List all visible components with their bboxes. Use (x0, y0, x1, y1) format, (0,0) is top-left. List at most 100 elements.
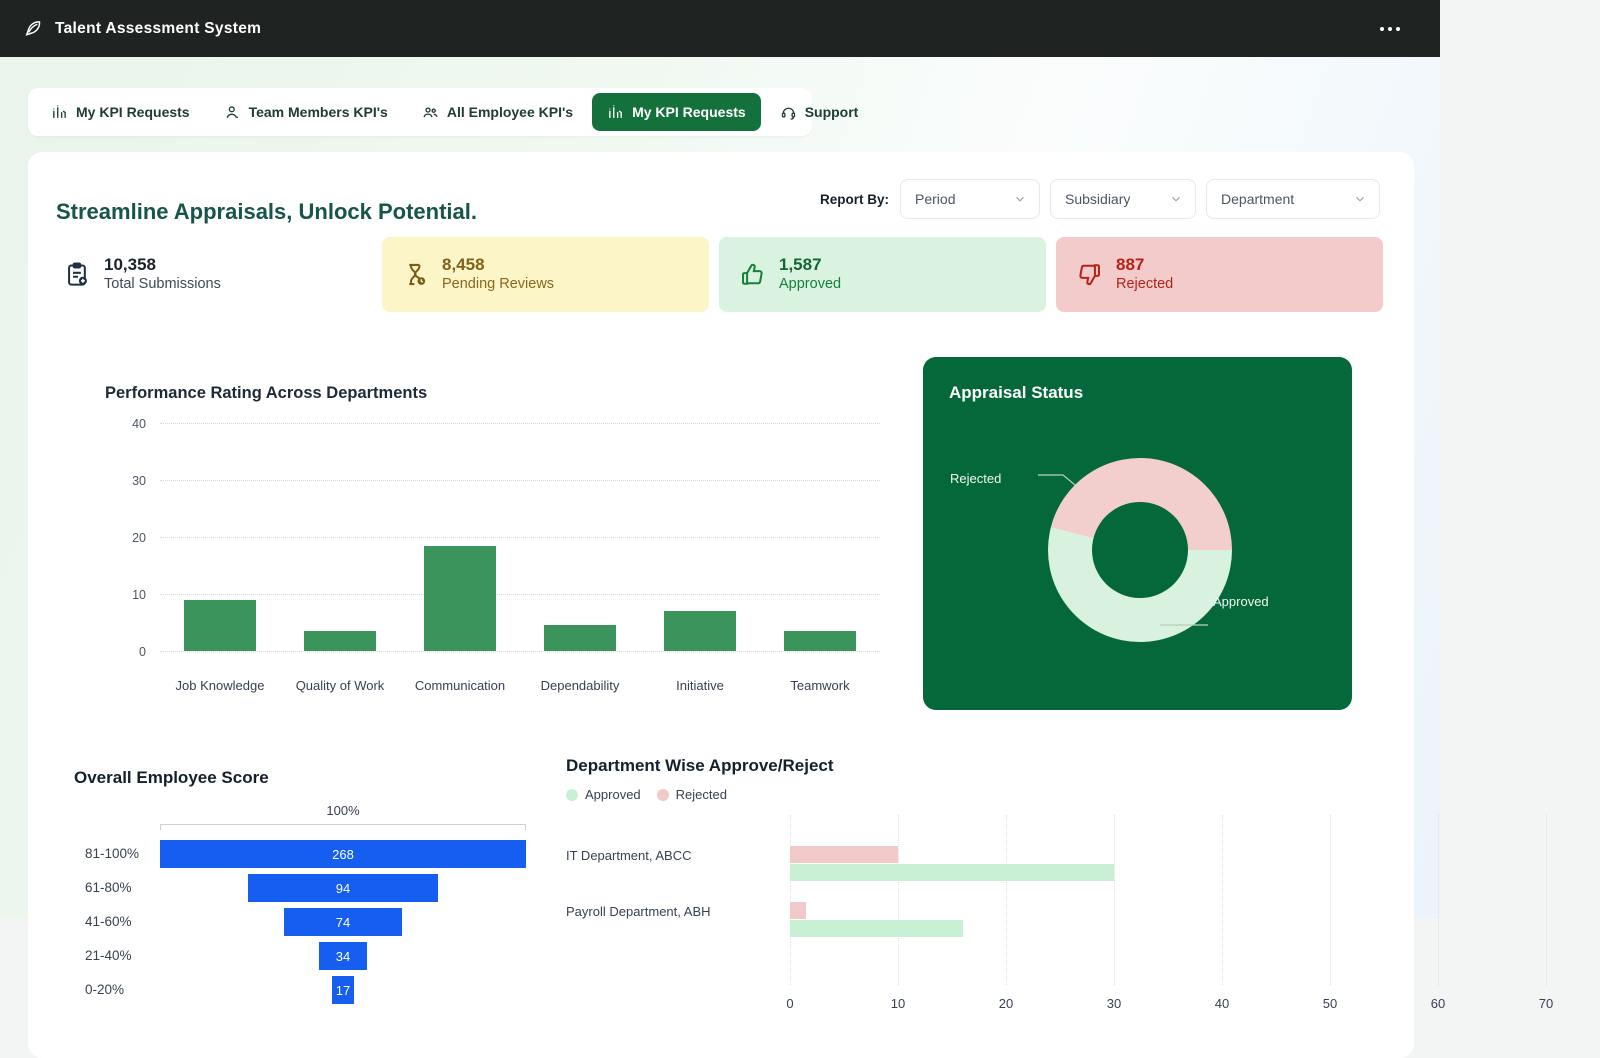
stat-value: 8,458 (442, 255, 485, 274)
bar-dependability (544, 625, 616, 651)
brand: Talent Assessment System (22, 18, 261, 39)
filter-value: Department (1221, 191, 1295, 207)
filter-dropdown-department[interactable]: Department (1206, 179, 1381, 219)
app-title: Talent Assessment System (55, 19, 262, 37)
tab-my-kpi-requests-active[interactable]: My KPI Requests (592, 93, 761, 131)
gridline-y-40: 40 (132, 417, 880, 431)
hbar-approved-it-department-abcc (790, 864, 1114, 881)
tab-label: All Employee KPI's (446, 104, 574, 120)
performance-bar-chart: 0 10 20 30 40 Job Knowledge Quality of Work Com… (132, 417, 880, 693)
hbar-approved-payroll-department-abh (790, 920, 963, 937)
report-filters: Report By: Period Subsidiary Department (820, 179, 1381, 219)
hourglass-icon-wrap (402, 261, 429, 288)
appraisal-status-title: Appraisal Status (949, 383, 1084, 402)
stat-label: Pending Reviews (442, 276, 555, 292)
y-axis-tick: 40 (132, 417, 146, 431)
legend-label: Rejected (675, 787, 727, 802)
x-axis-tick-50: 50 (1322, 996, 1338, 1011)
funnel-label-61-80: 61-80% (85, 880, 132, 895)
stat-card-approved: 1,587 Approved (719, 237, 1046, 312)
funnel-label-21-40: 21-40% (85, 948, 132, 963)
gridline-x-50 (1330, 815, 1331, 985)
legend-dot-rejected (656, 788, 669, 801)
chevron-down-icon (1172, 196, 1180, 202)
filter-value: Subsidiary (1065, 191, 1131, 207)
legend-label: Approved (585, 787, 641, 802)
gridline-x-30 (1114, 815, 1115, 985)
stat-label: Rejected (1116, 276, 1174, 292)
stat-text: 8,458 Pending Reviews (442, 255, 554, 294)
headset-icon (781, 107, 795, 120)
legend-dot-approved (566, 788, 578, 801)
gridline-x-0 (790, 815, 791, 985)
stat-total-submissions: 10,358 Total Submissions (64, 237, 221, 312)
gridline-x-70 (1546, 815, 1547, 985)
tab-label: My KPI Requests (76, 104, 190, 120)
stat-card-pending-reviews: 8,458 Pending Reviews (382, 237, 709, 312)
gridline-y-30: 30 (132, 474, 880, 488)
department-chart-title: Department Wise Approve/Reject (566, 756, 834, 775)
x-axis-label-teamwork: Teamwork (790, 678, 850, 693)
tab-all-employee-kpi-s[interactable]: All Employee KPI's (407, 93, 588, 131)
x-axis-label-quality-of-work: Quality of Work (295, 678, 385, 693)
quill-logo-icon (25, 21, 41, 36)
appraisal-status-card: Appraisal Status Rejected Approved (923, 357, 1352, 710)
funnel-bracket-line (160, 824, 526, 830)
x-axis-label-communication: Communication (414, 678, 506, 693)
bar-communication (424, 545, 496, 651)
clipboard-plus-icon-wrap (64, 261, 91, 288)
x-axis-tick-60: 60 (1430, 996, 1446, 1011)
hourglass-icon (409, 263, 426, 286)
filter-dropdown-subsidiary[interactable]: Subsidiary (1050, 179, 1197, 219)
stat-card-rejected: 887 Rejected (1056, 237, 1383, 312)
legend-item-rejected: Rejected (656, 787, 727, 802)
gridline-y-10: 10 (132, 588, 880, 602)
filter-value: Period (915, 191, 956, 207)
performance-chart-title: Performance Rating Across Departments (105, 384, 428, 402)
stat-label: Total Submissions (104, 276, 221, 292)
x-axis-label-job-knowledge: Job Knowledge (175, 678, 265, 693)
page-title: Streamline Appraisals, Unlock Potential. (56, 198, 477, 224)
gridline-x-40 (1222, 815, 1223, 985)
legend-item-approved: Approved (566, 787, 641, 802)
funnel-bar-0-20: 17 (332, 976, 354, 1004)
hbar-rejected-it-department-abcc (790, 846, 898, 863)
x-axis-tick-10: 10 (890, 996, 906, 1011)
y-axis-tick: 0 (139, 645, 146, 659)
more-options-icon[interactable] (1374, 21, 1406, 37)
department-chart-grid: 0 10 20 30 40 50 60 70 (786, 815, 1590, 1011)
y-axis-tick: 30 (132, 474, 146, 488)
filter-dropdown-period[interactable]: Period (900, 179, 1041, 219)
y-axis-tick: 10 (132, 588, 146, 602)
bar-job-knowledge (184, 599, 256, 651)
thumbs-down-icon-wrap (1076, 261, 1103, 288)
funnel-bar-61-80: 94 (247, 874, 439, 902)
bar-teamwork (784, 631, 856, 651)
funnel-bar-21-40: 34 (319, 942, 367, 970)
x-axis-label-dependability: Dependability (540, 678, 620, 693)
stat-value: 10,358 (104, 255, 156, 274)
tab-my-kpi-requests[interactable]: My KPI Requests (36, 93, 205, 131)
x-axis-tick-70: 70 (1538, 996, 1554, 1011)
gridline-y-0: 0 (139, 645, 880, 659)
funnel-top-label: 100% (326, 803, 360, 818)
dept-category-payroll-department-abh: Payroll Department, ABH (566, 904, 711, 919)
funnel-bar-41-60: 74 (284, 908, 402, 936)
donut-hole (1092, 502, 1188, 598)
bar-quality-of-work (304, 631, 376, 651)
tab-team-members-kpi-s[interactable]: Team Members KPI's (209, 93, 403, 131)
thumbs-down-icon (1079, 264, 1100, 286)
tab-label: Team Members KPI's (248, 104, 388, 120)
tab-support[interactable]: Support (765, 93, 874, 131)
hbar-rejected-payroll-department-abh (790, 902, 807, 919)
gridline-x-60 (1438, 815, 1439, 985)
clipboard-plus-icon (68, 262, 87, 286)
funnel-label-0-20: 0-20% (85, 982, 125, 997)
thumbs-up-icon-wrap (739, 261, 766, 288)
department-chart-legend: Approved Rejected (566, 787, 727, 802)
tab-label: My KPI Requests (632, 104, 746, 120)
app-header: Talent Assessment System (0, 0, 1440, 57)
users-icon (423, 106, 438, 117)
stat-value: 1,587 (779, 255, 822, 274)
